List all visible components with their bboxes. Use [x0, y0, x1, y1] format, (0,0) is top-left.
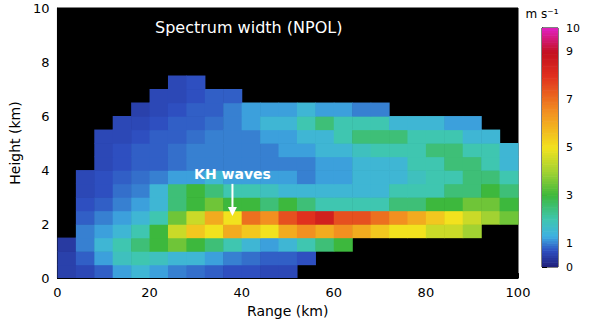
svg-text:8: 8	[41, 55, 49, 70]
svg-text:40: 40	[233, 285, 250, 300]
svg-text:10: 10	[566, 22, 580, 35]
svg-text:Range (km): Range (km)	[247, 303, 329, 319]
svg-text:Height (km): Height (km)	[7, 101, 23, 184]
svg-text:80: 80	[418, 285, 435, 300]
svg-text:KH waves: KH waves	[194, 166, 271, 182]
svg-text:60: 60	[326, 285, 343, 300]
svg-text:100: 100	[506, 285, 531, 300]
svg-text:10: 10	[33, 1, 50, 16]
svg-text:2: 2	[41, 217, 49, 232]
svg-text:3: 3	[566, 189, 573, 202]
svg-text:0: 0	[41, 271, 49, 286]
svg-text:Spectrum width (NPOL): Spectrum width (NPOL)	[155, 18, 342, 37]
svg-text:1: 1	[566, 237, 573, 250]
svg-text:7: 7	[566, 93, 573, 106]
svg-text:4: 4	[41, 163, 49, 178]
svg-text:20: 20	[141, 285, 158, 300]
svg-text:0: 0	[566, 261, 573, 274]
svg-text:5: 5	[566, 141, 573, 154]
svg-text:6: 6	[41, 109, 49, 124]
svg-text:m s⁻¹: m s⁻¹	[526, 7, 559, 21]
svg-text:9: 9	[566, 45, 573, 58]
svg-text:0: 0	[53, 285, 61, 300]
